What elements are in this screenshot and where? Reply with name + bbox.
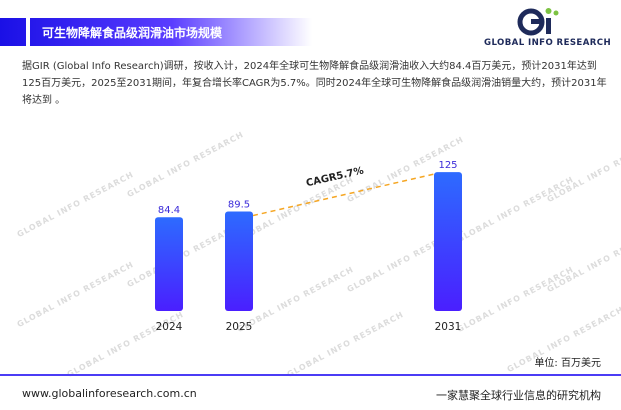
footer-divider [0, 374, 621, 376]
bar-2024 [155, 217, 183, 311]
cagr-annotation: CAGR5.7% [305, 165, 365, 189]
footer-slogan: 一家慧聚全球行业信息的研究机构 [436, 389, 601, 402]
bar-2031 [434, 172, 462, 311]
intro-paragraph: 据GIR (Global Info Research)调研，按收入计，2024年… [22, 61, 607, 106]
category-label-2031: 2031 [435, 321, 462, 333]
cagr-connector-line [252, 173, 435, 217]
value-label-2025: 89.5 [228, 200, 250, 211]
website-link[interactable]: www.globalinforesearch.com.cn [22, 387, 197, 400]
title-accent [26, 18, 30, 46]
gi-logo-icon [517, 8, 559, 36]
unit-label: 单位: 百万美元 [534, 358, 601, 369]
title-bar [0, 18, 312, 46]
value-label-2024: 84.4 [158, 205, 180, 216]
bar-2025 [225, 211, 253, 311]
logo-text: GLOBAL INFO RESEARCH [484, 38, 612, 48]
category-label-2024: 2024 [156, 321, 183, 333]
category-label-2025: 2025 [226, 321, 253, 333]
page-title: 可生物降解食品级润滑油市场规模 [42, 26, 223, 40]
value-label-2031: 125 [438, 160, 457, 171]
